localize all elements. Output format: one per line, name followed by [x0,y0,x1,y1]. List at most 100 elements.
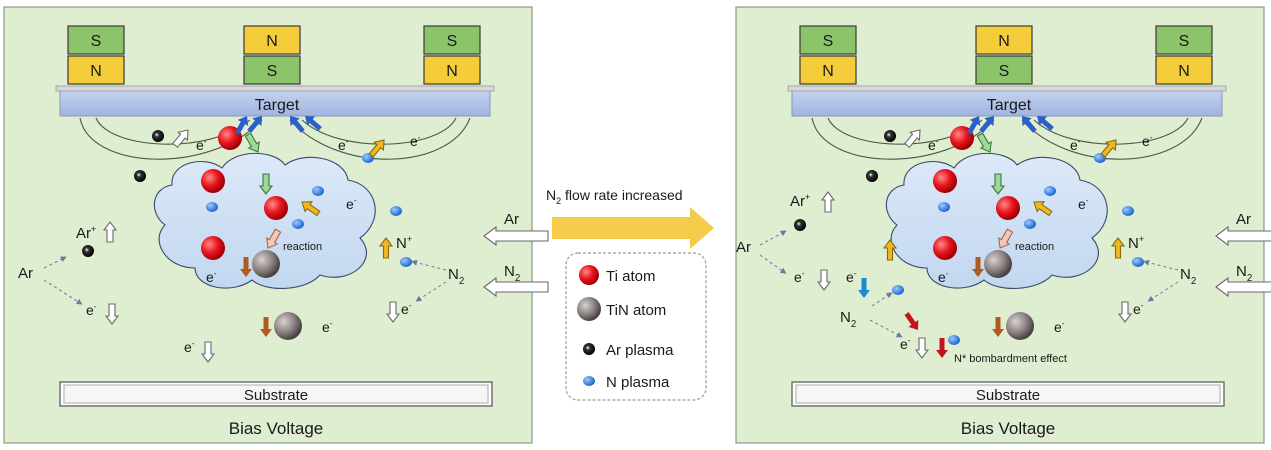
n-ion-label: N+ [1128,234,1144,252]
magnet-1: SN [67,25,125,85]
n2-lower-label-sub: 2 [851,319,856,330]
ti-atom [996,196,1020,220]
electron-label-base: e [938,269,946,285]
electron-label-base: e [1078,196,1086,212]
electron-label-sup: - [94,301,97,311]
legend-ar-plasma-label: Ar plasma [606,342,674,359]
substrate-label: Substrate [244,387,308,404]
electron-label-sup: - [1150,132,1153,142]
bombardment-label: N* bombardment effect [954,353,1067,365]
n2-lower-label: N2 [840,309,856,330]
electron-label-sup: - [1062,318,1065,328]
field-line [1033,117,1189,145]
electron-label-base: e [846,269,854,285]
n-plasma [400,257,412,267]
magnet-pole-top [975,25,1033,55]
electron-label-sup: - [204,136,207,146]
ar-plasma [866,170,878,182]
magnet-pole-bottom [799,55,857,85]
magnet-pole-bottom [423,55,481,85]
ar-plasma [134,170,146,182]
electron-label-base: e [794,269,802,285]
magnet-pole-top [67,25,125,55]
ar-plasma [152,130,164,142]
electron-label-base: e [1070,137,1078,153]
electron-label-base: e [1142,133,1150,149]
electron-label-sup: - [802,268,805,278]
electron-label: e- [206,268,217,285]
field-line [301,117,457,145]
n2-label-sub: 2 [459,276,464,287]
magnet-pole-top-label: N [998,33,1010,50]
ar-plasma [884,130,896,142]
n-ion-label-base: N [396,235,407,252]
electron-label-base: e [1133,301,1141,317]
electron-label: e- [338,136,349,153]
electron-label-sup: - [330,318,333,328]
ti-atom [201,169,225,193]
path-line [759,254,787,274]
magnet-pole-bottom-label: S [267,63,278,80]
electron-label: e- [184,338,195,355]
ar-plasma [794,219,806,231]
magnet-3: SN [423,25,481,85]
target-label: Target [255,97,300,114]
ar-ion-label-sup: + [805,192,810,202]
target-plate [59,87,491,117]
magnet-pole-bottom-label: N [822,63,834,80]
electron-label: e- [346,195,357,212]
electron-label: e- [322,318,333,335]
field-line [1021,117,1203,160]
electron-label-sup: - [854,268,857,278]
ar-ion-label-base: Ar [76,225,91,242]
n-plasma [206,202,218,212]
path-line [759,230,787,246]
electron-label-base: e [410,133,418,149]
target-label: Target [987,97,1032,114]
electron-label-base: e [928,137,936,153]
electron-label: e- [1054,318,1065,335]
ar-ion-label-base: Ar [790,193,805,210]
magnet-pole-top-label: S [823,33,834,50]
target-backing [787,85,1227,92]
n-plasma [292,219,304,229]
electron-label-base: e [196,137,204,153]
ti-atom [201,236,225,260]
flow-arrow [552,207,714,249]
middle-section: N2 flow rate increased Ti atom TiN atom … [546,187,714,401]
legend-ti-atom-icon [579,265,599,285]
electron-label-base: e [401,301,409,317]
n2-gas-inlet-label-sub: 2 [515,273,520,284]
ar-label: Ar [18,265,33,282]
n2-label-sub: 2 [1191,276,1196,287]
electron-label-base: e [900,336,908,352]
magnet-pole-bottom-label: N [446,63,458,80]
magnet-pole-bottom [1155,55,1213,85]
right-panel: SNNSSNTargete-e-e-e-reactione-e-N+N2e-Ar… [735,6,1271,444]
magnet-pole-top-label: S [1179,33,1190,50]
flow-label: N2 flow rate increased [546,187,683,206]
ar-ion-label: Ar+ [790,192,810,210]
n-plasma [938,202,950,212]
n-ion-label-base: N [1128,235,1139,252]
electron-label-sup: - [1078,136,1081,146]
tin-atom [252,250,280,278]
electron-label-base: e [1054,319,1062,335]
tin-atom [274,312,302,340]
n-plasma [390,206,402,216]
electron-label-base: e [206,269,214,285]
bias-voltage-label: Bias Voltage [961,419,1056,438]
path-line [43,256,67,269]
n2-lower-label-base: N [840,309,851,326]
legend-box [565,252,707,401]
reaction-label: reaction [1015,241,1054,253]
tin-atom [984,250,1012,278]
target-plate [791,87,1223,117]
legend-ti-atom-label: Ti atom [606,268,655,285]
magnet-2: NS [243,25,301,85]
magnet-pole-bottom [975,55,1033,85]
magnet-pole-bottom [243,55,301,85]
electron-label-sup: - [946,268,949,278]
n-plasma [892,285,904,295]
electron-label-sup: - [1086,195,1089,205]
